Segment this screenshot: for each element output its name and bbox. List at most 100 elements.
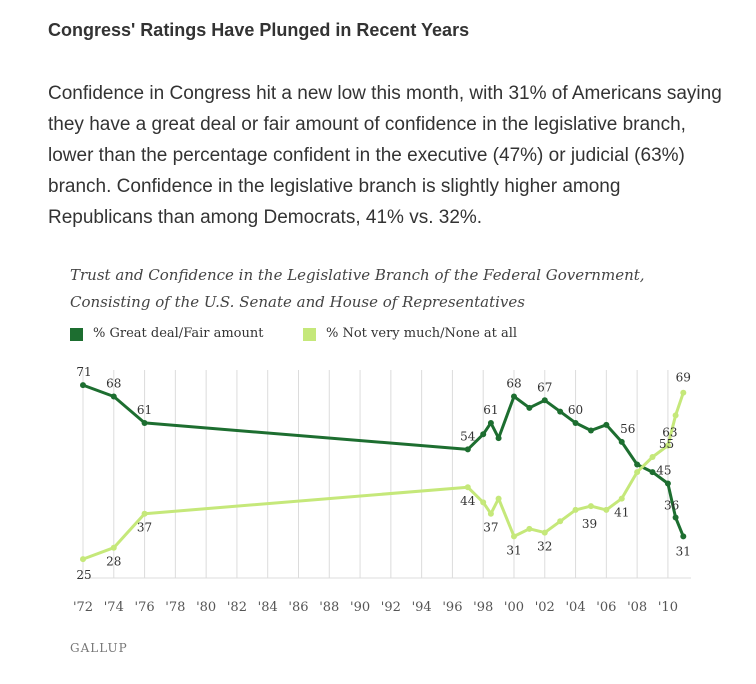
data-point <box>526 404 533 411</box>
x-tick-label: '98 <box>473 600 493 615</box>
data-label: 63 <box>662 426 677 440</box>
data-point <box>141 510 148 517</box>
x-tick-label: '00 <box>504 600 524 615</box>
data-label: 61 <box>137 403 152 417</box>
x-tick-label: '06 <box>596 600 616 615</box>
data-point <box>618 438 625 445</box>
data-point <box>603 421 610 428</box>
article-headline: Congress' Ratings Have Plunged in Recent… <box>48 20 470 40</box>
data-label: 54 <box>460 429 476 443</box>
data-point <box>587 503 594 510</box>
data-label: 68 <box>106 376 121 390</box>
data-point <box>110 544 117 551</box>
data-point <box>557 518 564 525</box>
x-axis: '72 '74 '76 '78 '80 '82 '84 '86 '88 '90 '92 '94 '96 '… <box>73 600 678 615</box>
data-label: 68 <box>506 376 521 390</box>
series-line <box>82 392 685 561</box>
data-point <box>672 412 679 419</box>
x-tick-label: '88 <box>319 600 339 615</box>
data-label: 31 <box>676 544 691 558</box>
data-point <box>572 506 579 513</box>
legend-swatch-not-very-much <box>303 328 316 341</box>
data-point <box>680 389 687 396</box>
data-point <box>495 435 502 442</box>
x-tick-label: '82 <box>227 600 247 615</box>
data-point <box>649 469 656 476</box>
x-tick-label: '74 <box>104 600 124 615</box>
x-tick-label: '94 <box>412 600 432 615</box>
data-label: 60 <box>568 403 583 417</box>
data-point <box>603 506 610 513</box>
data-point <box>464 484 471 491</box>
legend-label-not-very-much: % Not very much/None at all <box>326 326 518 341</box>
data-point <box>618 495 625 502</box>
data-point <box>526 525 533 532</box>
data-point <box>664 442 671 449</box>
data-point <box>480 431 487 438</box>
x-tick-label: '04 <box>565 600 585 615</box>
data-label: 69 <box>676 371 691 385</box>
data-point <box>541 529 548 536</box>
data-label: 37 <box>137 521 152 535</box>
data-point <box>487 510 494 517</box>
data-label: 41 <box>614 506 629 520</box>
data-point <box>510 393 517 400</box>
gallup-brand: GALLUP <box>70 641 128 655</box>
data-point <box>680 533 687 540</box>
data-point <box>634 461 641 468</box>
data-label: 61 <box>483 403 498 417</box>
x-tick-label: '02 <box>535 600 555 615</box>
x-tick-label: '86 <box>288 600 308 615</box>
data-label: 56 <box>620 422 635 436</box>
x-tick-label: '78 <box>165 600 185 615</box>
data-point <box>572 419 579 426</box>
data-point <box>587 427 594 434</box>
data-point <box>672 514 679 521</box>
data-point <box>557 408 564 415</box>
legend-label-great-deal: % Great deal/Fair amount <box>93 326 264 341</box>
data-label: 55 <box>659 437 674 451</box>
data-point <box>141 419 148 426</box>
data-point <box>541 397 548 404</box>
series-points <box>80 382 687 563</box>
data-label: 28 <box>106 555 121 569</box>
chart-grid <box>82 370 691 579</box>
data-point <box>649 453 656 460</box>
data-label: 36 <box>664 498 679 512</box>
data-point <box>110 393 117 400</box>
data-label: 71 <box>76 365 91 379</box>
data-label: 31 <box>506 543 521 557</box>
data-point <box>480 499 487 506</box>
x-tick-label: '08 <box>627 600 647 615</box>
x-tick-label: '84 <box>258 600 278 615</box>
x-tick-label: '96 <box>442 600 462 615</box>
data-label: 67 <box>537 380 552 394</box>
article-body: Confidence in Congress hit a new low thi… <box>48 83 722 228</box>
data-label: 39 <box>582 517 597 531</box>
x-tick-label: '80 <box>196 600 216 615</box>
data-point <box>464 446 471 453</box>
data-label: 37 <box>483 521 498 535</box>
data-point <box>634 469 641 476</box>
line-chart: '72 '74 '76 '78 '80 '82 '84 '86 '88 '90 '92 '94 '96 '… <box>73 365 691 615</box>
data-label: 25 <box>76 568 91 582</box>
data-point <box>664 480 671 487</box>
data-point <box>495 495 502 502</box>
x-tick-label: '10 <box>658 600 678 615</box>
data-point <box>80 382 86 389</box>
x-tick-label: '92 <box>381 600 401 615</box>
data-label: 32 <box>537 540 552 554</box>
data-label: 44 <box>460 494 476 508</box>
data-point <box>487 419 494 426</box>
x-tick-label: '90 <box>350 600 370 615</box>
data-label: 45 <box>656 463 671 477</box>
data-point <box>80 556 86 563</box>
series-line <box>82 383 685 537</box>
x-tick-label: '72 <box>73 600 93 615</box>
series-lines <box>82 383 685 561</box>
chart-title: Trust and Confidence in the Legislative … <box>70 266 645 311</box>
data-point <box>510 533 517 540</box>
legend-swatch-great-deal <box>70 328 83 341</box>
x-tick-label: '76 <box>135 600 155 615</box>
data-labels: 71 68 61 54 61 68 67 60 56 45 36 31 25 28 37 44 37 31 32 39… <box>76 365 691 582</box>
